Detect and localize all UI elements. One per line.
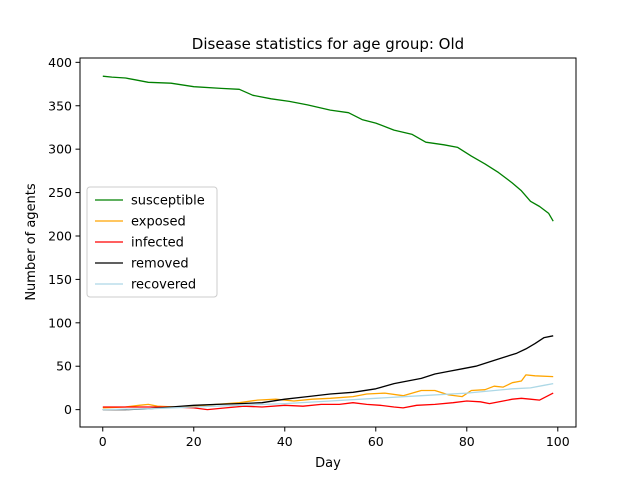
legend: susceptible exposed infected removed recover… bbox=[86, 186, 218, 298]
series-layer bbox=[102, 75, 554, 411]
x-tick-label: 100 bbox=[546, 434, 570, 449]
x-axis-label: Day bbox=[315, 456, 341, 471]
x-tick-label: 0 bbox=[99, 434, 107, 449]
y-tick-label: 50 bbox=[56, 359, 72, 374]
x-tick-label: 60 bbox=[368, 434, 384, 449]
series-line-infected bbox=[102, 392, 554, 411]
series-line-removed bbox=[102, 335, 554, 411]
legend-box bbox=[86, 186, 218, 298]
x-tick-label: 80 bbox=[459, 434, 475, 449]
y-tick-label: 250 bbox=[48, 185, 72, 200]
legend-label-removed: removed bbox=[131, 257, 189, 272]
legend-label-recovered: recovered bbox=[131, 278, 196, 293]
legend-label-infected: infected bbox=[131, 236, 184, 251]
x-tick-label: 20 bbox=[186, 434, 202, 449]
y-tick-label: 100 bbox=[48, 315, 72, 330]
x-tick-label: 40 bbox=[277, 434, 293, 449]
plot-frame bbox=[79, 57, 577, 428]
y-tick-label: 150 bbox=[48, 272, 72, 287]
y-tick-label: 200 bbox=[48, 228, 72, 243]
series-line-susceptible bbox=[102, 75, 554, 222]
x-axis: 0 20 40 60 80 100 bbox=[99, 427, 570, 449]
legend-label-susceptible: susceptible bbox=[131, 194, 205, 209]
y-tick-label: 350 bbox=[48, 98, 72, 113]
y-axis: 0 50 100 150 200 250 300 350 400 bbox=[48, 55, 80, 417]
y-axis-label: Number of agents bbox=[24, 183, 39, 301]
chart-title: Disease statistics for age group: Old bbox=[192, 35, 464, 53]
y-tick-label: 0 bbox=[64, 402, 72, 417]
series-line-recovered bbox=[102, 382, 554, 411]
y-tick-label: 400 bbox=[48, 55, 72, 70]
y-tick-label: 300 bbox=[48, 142, 72, 157]
legend-label-exposed: exposed bbox=[131, 215, 186, 230]
